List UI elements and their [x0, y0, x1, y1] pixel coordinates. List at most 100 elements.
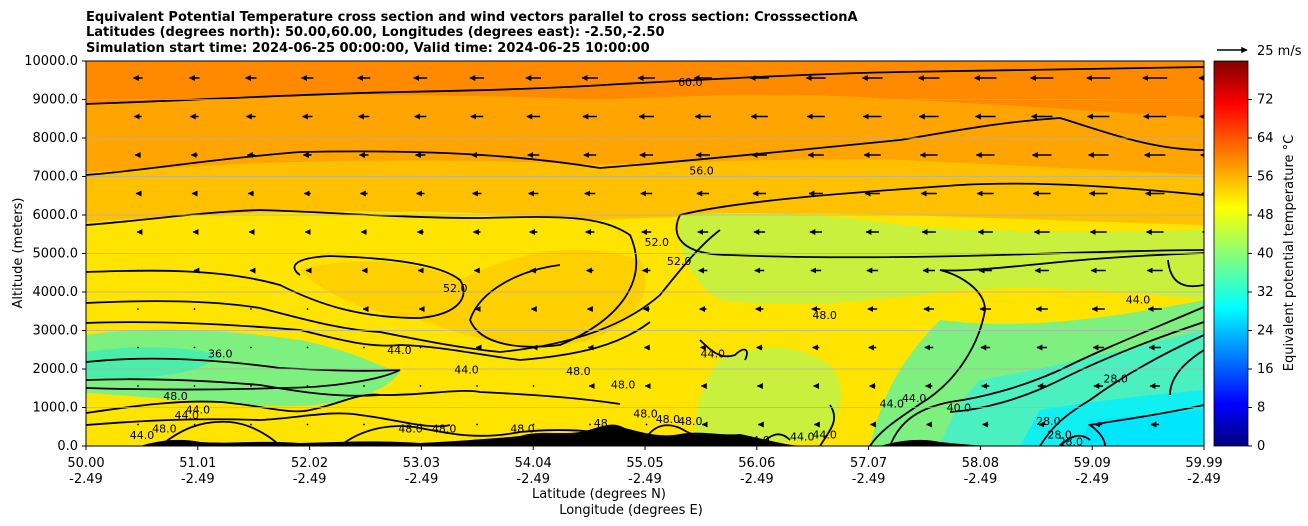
contour-label: 48.0 — [163, 390, 188, 403]
wind-vector — [137, 269, 139, 272]
contour-line — [86, 117, 1204, 176]
x-tick-label-lon: -2.49 — [1075, 472, 1109, 487]
contour-label: 40.0 — [947, 402, 972, 415]
contour-label: 44.0 — [902, 392, 927, 405]
colorbar-label: Equivalent potential temperature °C — [1282, 135, 1297, 371]
wind-vector — [476, 462, 478, 464]
y-tick-label: 5000.0 — [33, 247, 79, 262]
contour-label: 36.0 — [208, 348, 233, 361]
wind-vector — [306, 308, 309, 310]
contour-lines — [86, 66, 1204, 446]
x-tick-label-lat: 56.06 — [738, 456, 775, 471]
y-tick-label: 2000.0 — [33, 362, 79, 377]
contour-label: 44.0 — [880, 398, 905, 411]
x-axis-ticks: 50.00-2.4951.01-2.4952.02-2.4953.03-2.49… — [67, 446, 1223, 487]
x-tick-label-lat: 58.08 — [962, 456, 999, 471]
wind-vector — [363, 462, 365, 464]
contour-line — [819, 404, 835, 446]
y-tick-label: 4000.0 — [33, 285, 79, 300]
title-line-1: Equivalent Potential Temperature cross s… — [86, 10, 858, 25]
x-tick-label-lat: 52.02 — [291, 456, 328, 471]
contour-label: 44.0 — [130, 429, 155, 442]
contour-label: 28.0 — [1036, 415, 1061, 428]
wind-vector — [532, 423, 535, 426]
contour-line — [1039, 334, 1204, 446]
y-tick-label: 0.0 — [57, 439, 78, 454]
x-tick-label-lon: -2.49 — [852, 472, 886, 487]
contour-label: 48.0 — [566, 365, 591, 378]
contour-label: 48 — [594, 417, 608, 430]
x-tick-label-lat: 53.03 — [403, 456, 440, 471]
colorbar-tick-label: 32 — [1257, 285, 1274, 300]
y-tick-label: 8000.0 — [33, 131, 79, 146]
wind-vector — [137, 423, 139, 426]
contour-label: 44.0 — [174, 409, 199, 422]
contour-line — [86, 357, 401, 391]
colorbar: 0 8 16 24 32 40 48 56 64 72 Equivalent potential … — [1213, 60, 1297, 454]
contour-label: 44.0 — [745, 434, 770, 447]
contour-label: 52.0 — [667, 255, 692, 268]
title-line-3: Simulation start time: 2024-06-25 00:00:… — [86, 41, 650, 56]
contour-label: 56.0 — [689, 165, 714, 178]
x-tick-label-lat: 59.99 — [1185, 456, 1222, 471]
colorbar-ticks: 0 8 16 24 32 40 48 56 64 72 — [1248, 93, 1274, 454]
contour-label: 48.0 — [152, 423, 177, 436]
contour-label: 52.0 — [443, 282, 468, 295]
wind-vector — [645, 423, 648, 426]
wind-vector — [419, 423, 422, 426]
wind-vector — [419, 385, 422, 387]
wind-vector — [193, 385, 196, 387]
y-axis-label: Altitude (meters) — [11, 198, 26, 309]
wind-vector — [250, 423, 252, 426]
contour-line — [869, 252, 1204, 446]
y-tick-label: 3000.0 — [33, 324, 79, 339]
colorbar-tick-label: 40 — [1257, 247, 1274, 262]
contour-label: 48.0 — [432, 423, 457, 436]
contour-line — [86, 66, 1204, 105]
wind-vector — [250, 346, 252, 349]
wind-vector — [193, 423, 196, 426]
wind-vector — [363, 346, 365, 349]
wind-vector — [306, 346, 309, 349]
contour-label: 44.0 — [454, 363, 479, 376]
colorbar-gradient — [1213, 60, 1249, 447]
contour-label: 44.0 — [812, 428, 837, 441]
wind-vector — [476, 423, 478, 426]
wind-vector — [193, 308, 196, 310]
wind-vector — [137, 385, 139, 387]
terrain — [86, 424, 1000, 446]
x-tick-label-lon: -2.49 — [405, 472, 439, 487]
y-tick-label: 10000.0 — [24, 54, 78, 69]
colorbar-tick-label: 72 — [1257, 93, 1274, 108]
x-tick-label-lat: 59.09 — [1074, 456, 1111, 471]
contour-label: 52.0 — [645, 236, 670, 249]
contour-label: 48.0 — [656, 413, 681, 426]
wind-vector — [419, 346, 422, 349]
colorbar-tick-label: 8 — [1257, 401, 1265, 416]
x-tick-label-lat: 54.04 — [515, 456, 552, 471]
x-tick-label-lat: 50.00 — [67, 456, 104, 471]
wind-vector — [702, 462, 704, 464]
x-tick-label-lat: 57.07 — [850, 456, 887, 471]
wind-vector — [306, 423, 309, 426]
y-axis-ticks: 0.0 1000.0 2000.0 3000.0 4000.0 5000.0 6000.0 7… — [24, 54, 86, 454]
x-tick-label-lat: 51.01 — [179, 456, 216, 471]
contour-label: 44.0 — [387, 344, 412, 357]
wind-vector — [532, 385, 535, 387]
x-tick-label-lon: -2.49 — [69, 472, 103, 487]
contour-line — [86, 229, 721, 353]
contour-line — [86, 255, 465, 319]
x-tick-label-lon: -2.49 — [181, 472, 215, 487]
wind-vector — [193, 346, 196, 349]
wind-vectors — [132, 75, 1204, 464]
contour-label: 44.0 — [790, 430, 815, 443]
wind-vector — [363, 385, 365, 387]
y-tick-label: 1000.0 — [33, 401, 79, 416]
contour-line — [1169, 349, 1204, 396]
y-tick-label: 6000.0 — [33, 208, 79, 223]
colorbar-tick-label: 56 — [1257, 170, 1274, 185]
x-axis-label-lat: Latitude (degrees N) — [532, 487, 666, 502]
contour-line — [86, 209, 638, 348]
contour-labels: 60.056.052.052.052.048.044.036.0 44.044.0… — [130, 76, 1151, 448]
x-tick-label-lon: -2.49 — [964, 472, 998, 487]
